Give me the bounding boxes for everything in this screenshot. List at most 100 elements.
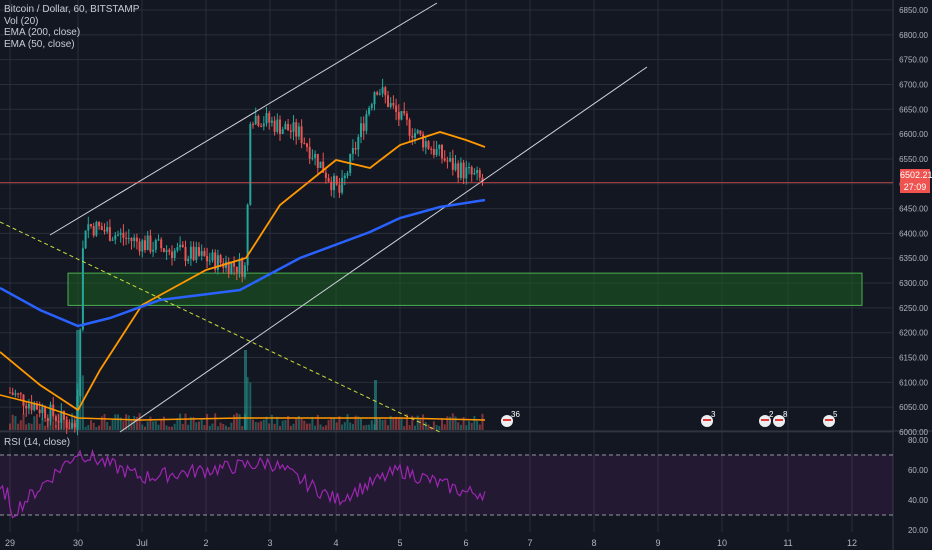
legend: Bitcoin / Dollar, 60, BITSTAMP Vol (20) … (4, 4, 139, 50)
event-badge: 3 (701, 410, 716, 427)
volume-bar (184, 413, 187, 430)
candles (0, 78, 486, 436)
y-tick-label: 6750.00 (899, 56, 928, 65)
candle-body (481, 177, 484, 182)
volume-bar (270, 414, 273, 430)
volume-bar (122, 421, 125, 430)
candle-body (14, 393, 17, 395)
candle-body (430, 148, 433, 150)
volume-bar (90, 420, 92, 430)
candle-body (125, 237, 128, 239)
volume-bar (441, 418, 443, 430)
event-badge: 5 (823, 410, 838, 427)
volume-bar (300, 418, 303, 430)
volume-bar (17, 423, 20, 430)
volume-bar (95, 426, 98, 430)
volume-bar (289, 425, 292, 430)
volume-bar (370, 420, 373, 430)
volume-spike (374, 380, 377, 430)
candle-body (141, 240, 144, 252)
candle-body (235, 266, 238, 273)
candle-body (416, 130, 419, 134)
volume-bar (265, 416, 268, 430)
rsi-pane (0, 448, 893, 519)
y-tick-label: 6000.00 (899, 428, 928, 437)
volume-bar (11, 414, 14, 430)
volume-bar (103, 413, 106, 430)
y-tick-label: 6150.00 (899, 354, 928, 363)
candle-body (441, 144, 443, 159)
candle-body (322, 161, 325, 173)
candle-body (343, 175, 346, 179)
volume-bar (189, 417, 192, 430)
volume-bar (198, 421, 200, 430)
volume-bar (176, 418, 179, 430)
candle-body (71, 423, 74, 429)
candle-body (470, 167, 473, 175)
volume-bar (387, 425, 389, 430)
x-tick-label: 8 (591, 538, 596, 548)
candle-body (200, 251, 203, 256)
candle-body (133, 237, 136, 241)
volume-bar (22, 413, 25, 430)
candle-body (468, 167, 470, 169)
candle-body (60, 410, 63, 423)
candle-body (376, 92, 379, 95)
candle-body (249, 124, 252, 205)
candle-body (154, 240, 157, 250)
volume-bar (257, 422, 260, 430)
candle-body (476, 170, 479, 173)
legend-title: Bitcoin / Dollar, 60, BITSTAMP (4, 4, 140, 15)
x-tick-label: 6 (463, 538, 468, 548)
candle-body (100, 226, 103, 231)
volume-bar (230, 422, 233, 430)
volume-bar (127, 415, 130, 430)
candle-body (19, 393, 22, 395)
candle-body (414, 133, 416, 138)
candle-body (65, 419, 68, 428)
volume-bar (241, 426, 244, 430)
volume-bar (459, 424, 462, 430)
candle-body (227, 261, 230, 274)
volume-bar (171, 426, 173, 430)
volume-bar (100, 416, 103, 430)
volume-bar (108, 426, 111, 430)
legend-ema200: EMA (200, close) (4, 27, 81, 38)
volume-bar (349, 422, 352, 430)
countdown-tag: 27:09 (900, 181, 930, 193)
candle-body (171, 251, 173, 258)
candle-body (316, 153, 319, 168)
candle-body (189, 246, 192, 259)
rsi-tick-label: 60.00 (908, 466, 929, 475)
candle-body (273, 120, 276, 132)
event-badge: 2 (759, 410, 774, 427)
candle-body (84, 230, 87, 249)
volume-bar (432, 421, 435, 430)
candle-body (419, 130, 422, 135)
volume-bar (157, 424, 160, 430)
volume-bar (381, 419, 384, 430)
candle-body (457, 163, 460, 178)
candle-body (335, 175, 338, 185)
y-tick-label: 6100.00 (899, 378, 928, 387)
candle-body (389, 103, 392, 107)
volume-bar (473, 416, 476, 430)
x-tick-label: 3 (267, 538, 272, 548)
volume-bar (135, 416, 138, 430)
candle-body (443, 158, 446, 161)
ema50-line (0, 131, 486, 412)
candle-body (214, 252, 217, 270)
volume-bar (322, 426, 325, 430)
candle-body (268, 113, 271, 123)
candle-body (324, 172, 327, 179)
volume-bar (465, 425, 468, 430)
volume-bar (246, 377, 249, 430)
flag-stripe (825, 419, 833, 421)
rsi-tick-label: 80.00 (908, 436, 929, 445)
event-badge-count: 36 (511, 410, 520, 419)
volume-bar (141, 424, 144, 430)
volume-bar (403, 426, 406, 430)
volume-bar (152, 421, 155, 430)
candle-body (173, 250, 176, 258)
